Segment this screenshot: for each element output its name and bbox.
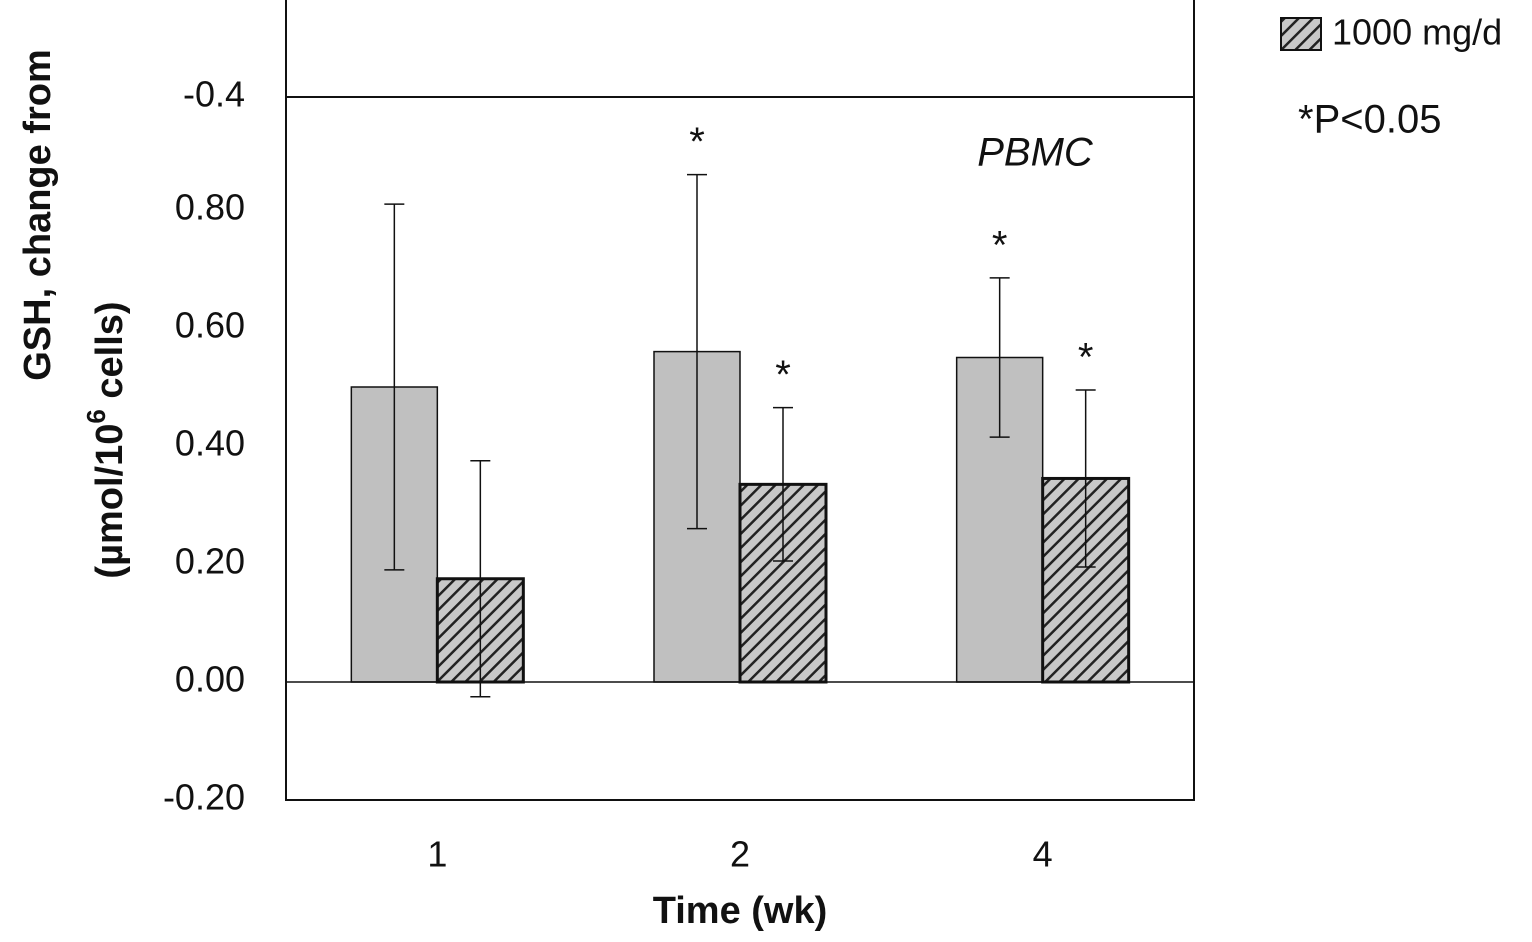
annotation: PBMC (977, 131, 1094, 175)
x-tick-label: 1 (427, 834, 447, 875)
y-tick-label: 0.80 (175, 187, 245, 228)
significance-mark: * (1078, 336, 1094, 380)
upper-tick-label: -0.4 (183, 74, 245, 115)
y-tick-label: -0.20 (163, 777, 245, 818)
x-tick-label: 4 (1033, 834, 1053, 875)
y-tick-label: 0.60 (175, 305, 245, 346)
significance-mark: * (689, 120, 705, 164)
significance-mark: * (775, 353, 791, 397)
y-tick-label: 0.20 (175, 541, 245, 582)
legend-label: 1000 mg/d (1332, 12, 1502, 53)
plot-frame (285, 96, 1195, 801)
significance-mark: * (992, 223, 1008, 267)
legend-swatch (1280, 17, 1322, 51)
x-axis-label: Time (wk) (653, 890, 828, 932)
y-tick-label: 0.40 (175, 423, 245, 464)
note: *P<0.05 (1298, 98, 1441, 142)
x-tick-label: 2 (730, 834, 750, 875)
y-tick-label: 0.00 (175, 659, 245, 700)
y-axis-label: GSH, change from (17, 49, 59, 381)
y-axis-label: (µmol/106 cells) (81, 301, 131, 578)
